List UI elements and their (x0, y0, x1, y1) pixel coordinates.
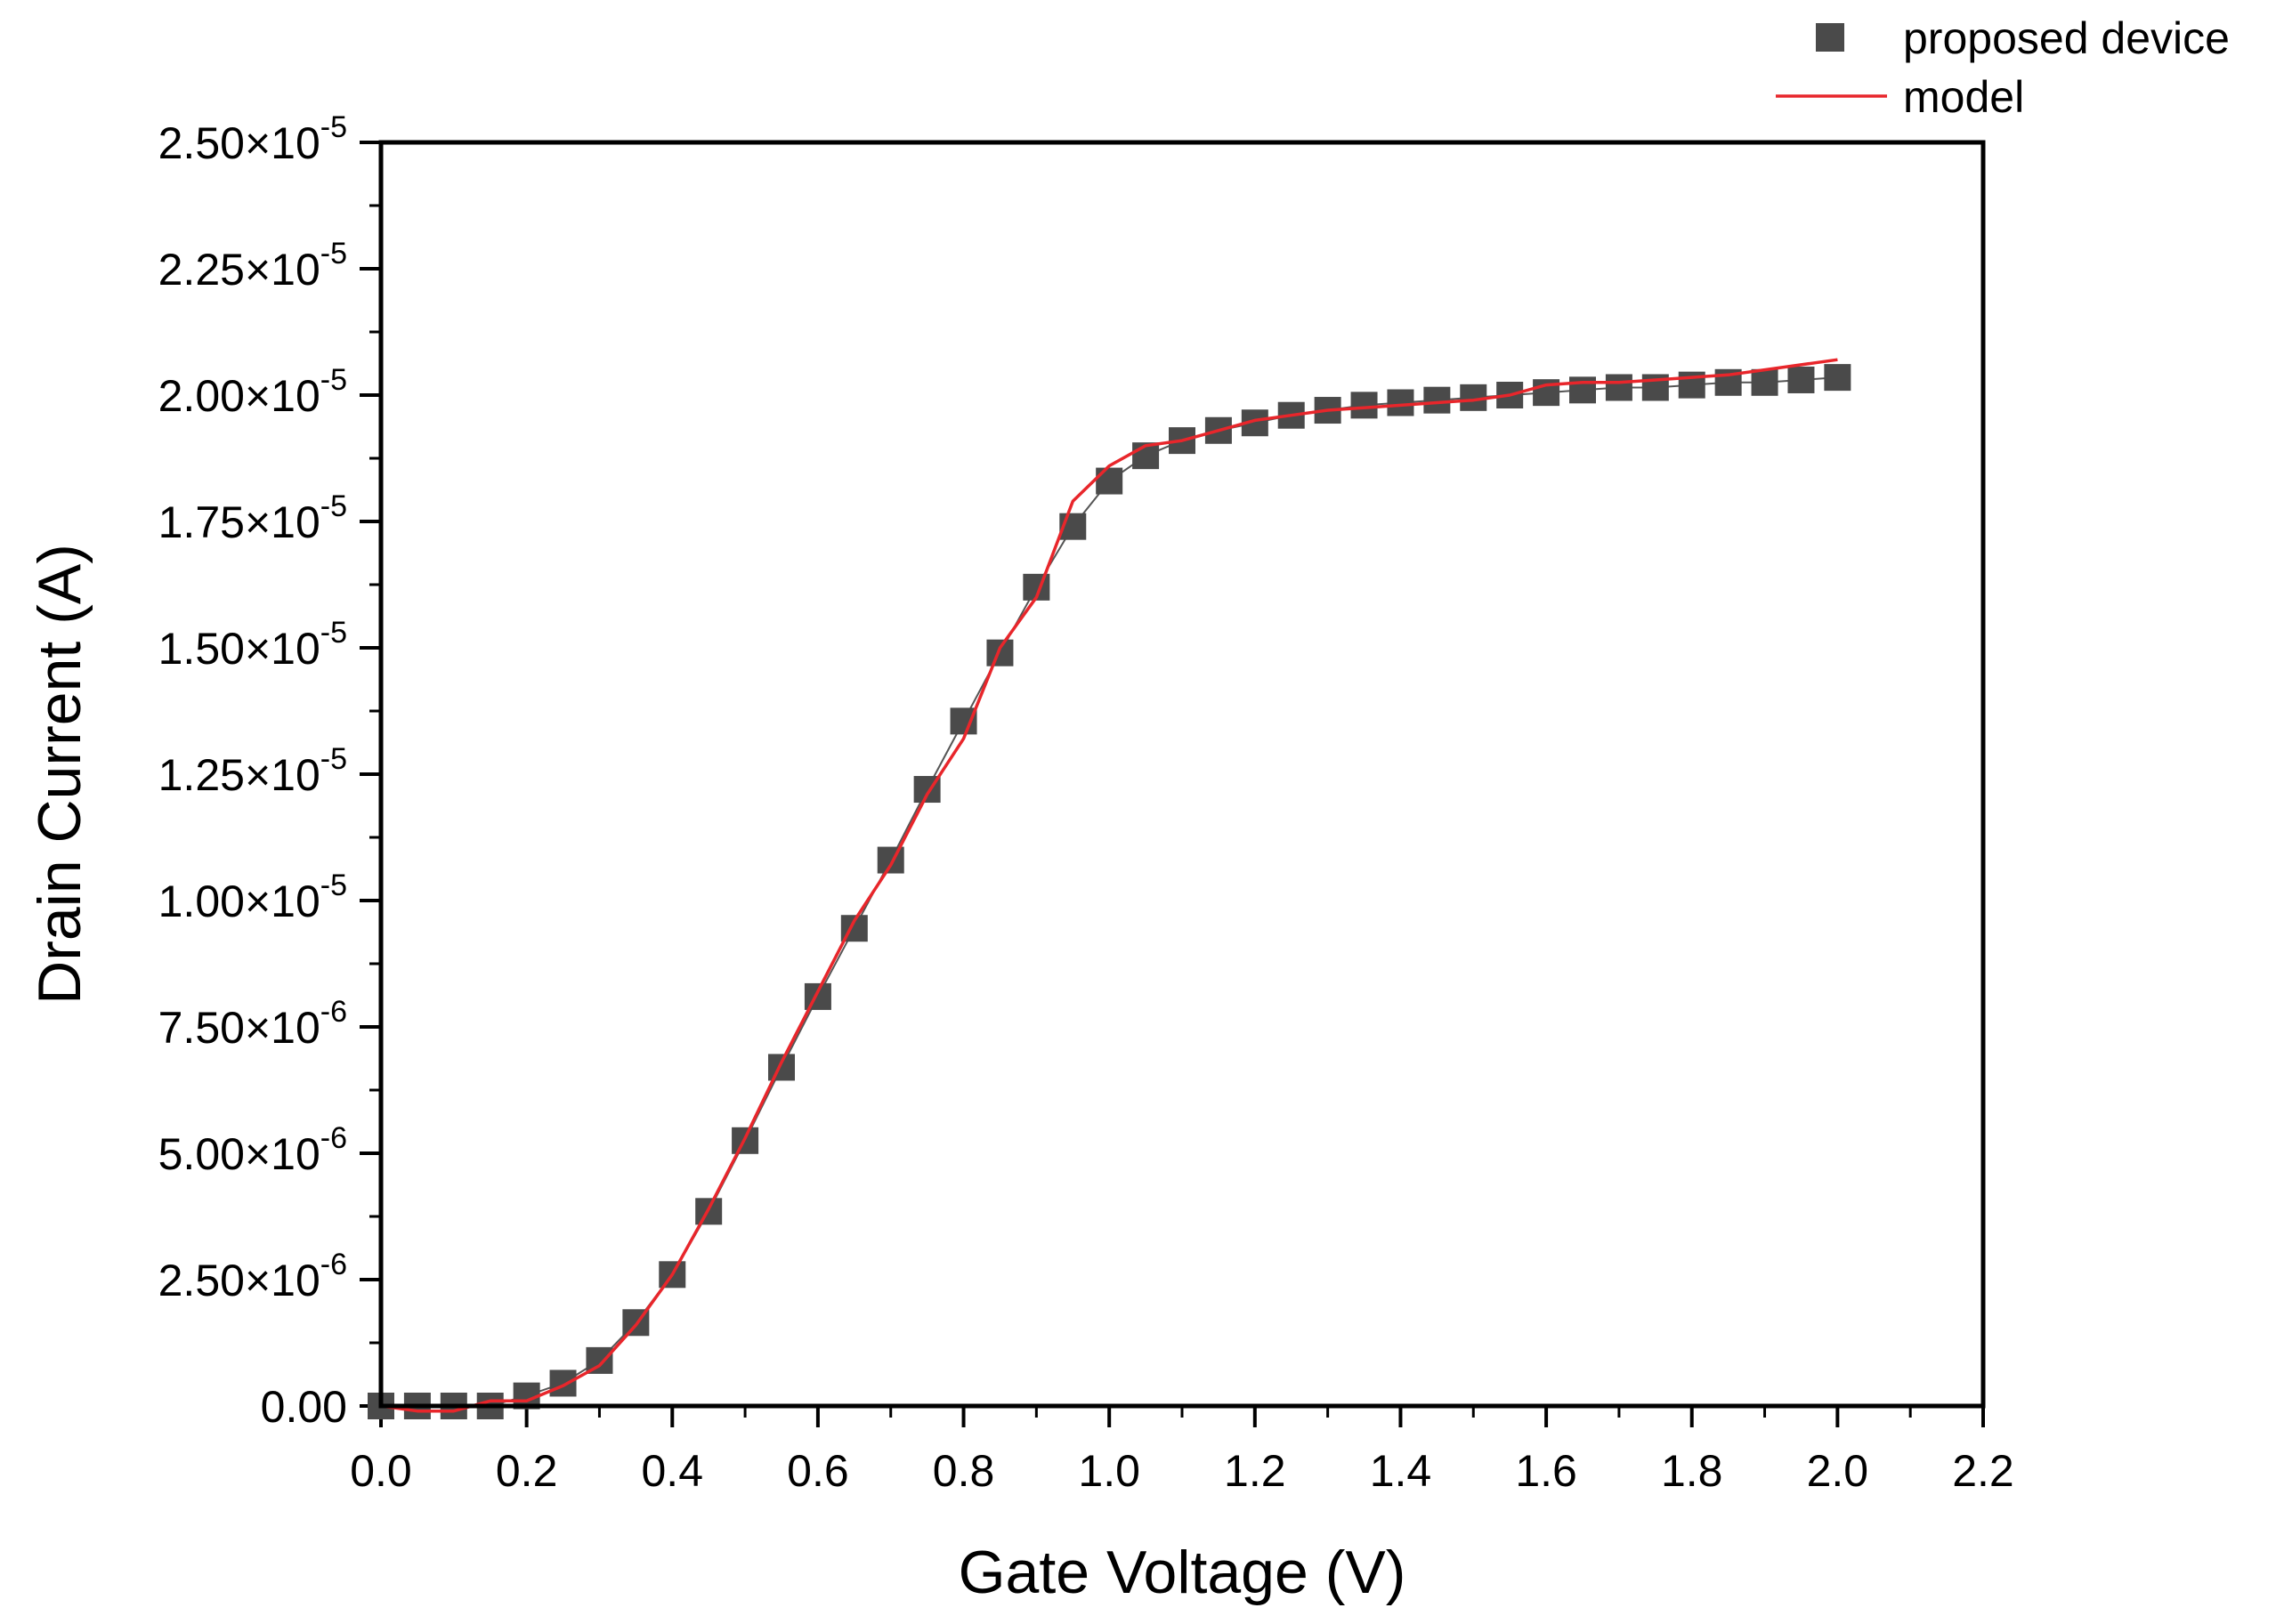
plot-frame (378, 140, 1986, 1409)
device-marker (768, 1054, 795, 1081)
x-axis-title: Gate Voltage (V) (959, 1539, 1406, 1606)
x-tick-label: 1.2 (1224, 1446, 1286, 1496)
y-tick-label: 2.50×10-5 (158, 110, 347, 168)
device-marker (1787, 366, 1815, 393)
y-tick-label: 1.00×10-5 (158, 869, 347, 926)
x-tick-label: 1.4 (1370, 1446, 1432, 1496)
device-marker (986, 639, 1014, 667)
x-tick-labels: 0.0 0.2 0.4 0.6 0.8 1.0 1.2 1.4 1.6 1.8 2.0 2.2 (350, 1446, 2014, 1496)
device-marker (1423, 386, 1451, 414)
x-tick-label: 0.8 (933, 1446, 995, 1496)
device-marker (1824, 364, 1851, 392)
model-line (380, 358, 1838, 1413)
y-tick-label: 1.25×10-5 (158, 742, 347, 800)
legend-label-proposed-device: proposed device (1903, 13, 2230, 63)
x-tick-label: 1.6 (1515, 1446, 1577, 1496)
device-marker (1096, 467, 1123, 495)
y-axis-title: Drain Current (A) (26, 544, 93, 1005)
device-marker (1350, 392, 1378, 419)
device-marker (804, 982, 831, 1010)
legend: proposed device model (1776, 13, 2230, 122)
y-tick-label: 7.50×10-6 (158, 995, 347, 1053)
y-tick-label: 1.75×10-5 (158, 489, 347, 547)
device-marker (1605, 374, 1632, 401)
y-tick-label: 2.00×10-5 (158, 363, 347, 421)
legend-label-model: model (1903, 72, 2024, 122)
y-tick-label: 2.25×10-5 (158, 237, 347, 295)
x-tick-label: 0.0 (350, 1446, 412, 1496)
device-marker (1751, 368, 1778, 396)
x-tick-label: 0.2 (496, 1446, 558, 1496)
x-tick-label: 0.6 (787, 1446, 849, 1496)
x-tick-label: 1.0 (1078, 1446, 1140, 1496)
y-tick-label: 2.50×10-6 (158, 1248, 347, 1305)
y-tick-label: 0.00 (261, 1382, 347, 1432)
device-marker (950, 707, 977, 735)
legend-marker-proposed-device (1816, 23, 1844, 52)
x-tick-label: 1.8 (1661, 1446, 1723, 1496)
device-marker (877, 846, 904, 874)
x-tick-label: 2.2 (1952, 1446, 2014, 1496)
x-tick-label: 2.0 (1807, 1446, 1869, 1496)
device-marker (549, 1369, 577, 1397)
device-marker (1569, 376, 1596, 404)
y-tick-labels: 0.00 2.50×10-6 5.00×10-6 7.50×10-6 1.00×10-5… (158, 110, 347, 1432)
device-marker (1387, 389, 1414, 416)
x-tick-label: 0.4 (642, 1446, 704, 1496)
y-tick-label: 5.00×10-6 (158, 1121, 347, 1179)
y-tick-label: 1.50×10-5 (158, 616, 347, 674)
model-line-group (380, 358, 1838, 1413)
